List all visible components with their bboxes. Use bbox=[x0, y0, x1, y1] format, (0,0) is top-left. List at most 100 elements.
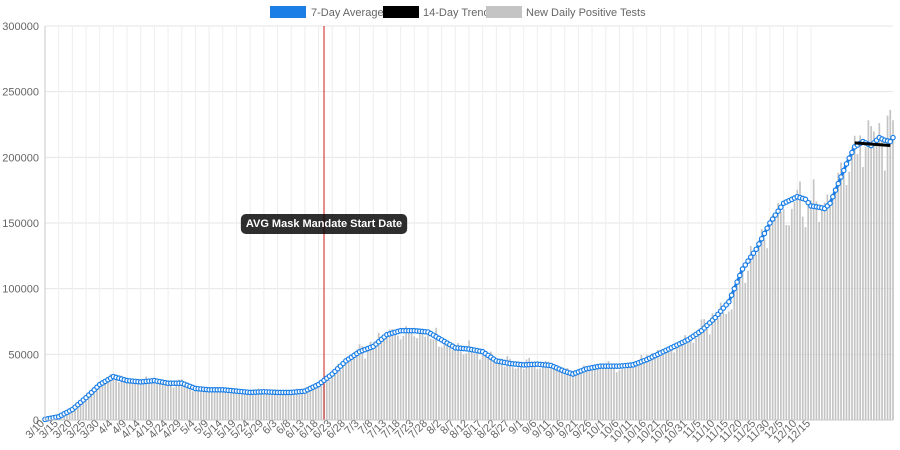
daily-bar bbox=[853, 135, 856, 420]
daily-bar bbox=[593, 368, 596, 420]
daily-bar bbox=[153, 379, 156, 420]
daily-bar bbox=[692, 342, 695, 420]
average-point bbox=[742, 262, 749, 268]
daily-bar bbox=[818, 221, 820, 420]
daily-bar bbox=[301, 390, 303, 420]
daily-bar bbox=[574, 371, 577, 420]
daily-bar bbox=[293, 393, 295, 420]
daily-bar bbox=[262, 393, 265, 420]
daily-bar bbox=[645, 354, 648, 420]
daily-bar bbox=[328, 380, 331, 420]
daily-bar bbox=[438, 346, 440, 420]
daily-bar bbox=[271, 391, 273, 420]
daily-bar bbox=[282, 394, 284, 420]
legend-swatch-7day bbox=[270, 6, 306, 18]
daily-bar bbox=[719, 302, 722, 420]
daily-bar bbox=[205, 388, 208, 420]
daily-bar bbox=[123, 381, 126, 420]
daily-bar bbox=[388, 329, 391, 420]
x-axis-ticks: 3/103/153/203/253/304/44/94/144/194/244/… bbox=[23, 418, 813, 446]
daily-bar bbox=[678, 343, 681, 420]
average-point bbox=[843, 161, 850, 167]
daily-bar bbox=[615, 372, 618, 420]
daily-bar bbox=[273, 390, 276, 420]
daily-bar bbox=[120, 375, 123, 420]
daily-bar bbox=[462, 354, 465, 420]
daily-bar bbox=[881, 138, 883, 421]
average-point bbox=[756, 241, 762, 247]
daily-bar bbox=[421, 334, 424, 420]
daily-bar bbox=[76, 404, 79, 420]
daily-bar bbox=[202, 387, 205, 420]
daily-bar bbox=[632, 366, 634, 420]
daily-bar bbox=[252, 394, 254, 420]
daily-bar bbox=[180, 379, 183, 420]
daily-bar bbox=[681, 344, 684, 420]
daily-bar bbox=[509, 358, 511, 420]
daily-bar bbox=[175, 384, 178, 420]
daily-bar bbox=[522, 369, 525, 420]
daily-bar bbox=[107, 377, 109, 420]
daily-bar bbox=[394, 332, 396, 420]
y-tick-label: 250000 bbox=[2, 87, 39, 99]
daily-bar bbox=[837, 172, 840, 420]
daily-bar bbox=[580, 368, 583, 420]
daily-bar bbox=[317, 382, 320, 420]
daily-bar bbox=[738, 271, 741, 420]
daily-bar bbox=[366, 345, 369, 420]
daily-bar bbox=[172, 387, 175, 420]
average-point bbox=[758, 235, 765, 242]
daily-bar bbox=[878, 123, 881, 420]
daily-bar bbox=[470, 349, 473, 420]
daily-bar bbox=[268, 393, 271, 420]
daily-bar bbox=[369, 341, 372, 420]
daily-bar bbox=[98, 382, 101, 420]
daily-bar bbox=[347, 359, 350, 420]
daily-bar bbox=[314, 386, 317, 420]
daily-bar bbox=[697, 328, 700, 420]
daily-bars bbox=[44, 109, 894, 421]
daily-bar bbox=[662, 350, 665, 420]
daily-bar bbox=[665, 349, 667, 420]
daily-bar bbox=[725, 313, 727, 420]
daily-bar bbox=[137, 382, 139, 420]
daily-bar bbox=[142, 379, 145, 420]
daily-bar bbox=[148, 382, 150, 420]
daily-bar bbox=[197, 390, 200, 420]
average-point bbox=[838, 174, 844, 180]
daily-bar bbox=[156, 379, 159, 420]
daily-bar bbox=[465, 353, 468, 420]
daily-bar bbox=[353, 351, 355, 420]
daily-bar bbox=[714, 316, 717, 420]
daily-bar bbox=[265, 392, 268, 420]
daily-bar bbox=[747, 270, 749, 420]
daily-bar bbox=[459, 351, 462, 420]
daily-bar bbox=[276, 390, 279, 420]
daily-bar bbox=[741, 269, 744, 420]
daily-bar bbox=[446, 343, 448, 420]
average-point bbox=[849, 149, 855, 156]
daily-bar bbox=[492, 361, 495, 420]
daily-bar bbox=[468, 340, 470, 420]
daily-bar bbox=[656, 349, 659, 420]
daily-bar bbox=[602, 368, 604, 420]
daily-bar bbox=[304, 389, 306, 420]
daily-bar bbox=[550, 367, 552, 420]
legend-label-7day: 7-Day Average bbox=[311, 7, 384, 19]
daily-bar bbox=[870, 126, 872, 420]
daily-bar bbox=[194, 386, 197, 420]
daily-bar bbox=[599, 363, 602, 420]
daily-bar bbox=[325, 376, 328, 420]
legend-swatch-14day bbox=[383, 6, 419, 18]
legend: 7-Day Average 14-Day Trend New Daily Pos… bbox=[270, 6, 646, 19]
daily-bar bbox=[676, 343, 678, 420]
average-point bbox=[846, 155, 853, 162]
mask-mandate-label: AVG Mask Mandate Start Date bbox=[246, 218, 402, 230]
daily-bar bbox=[487, 358, 489, 420]
daily-bar bbox=[542, 367, 544, 420]
daily-bar bbox=[391, 329, 394, 420]
daily-bar bbox=[320, 385, 323, 420]
daily-bar bbox=[862, 167, 864, 420]
daily-bar bbox=[257, 388, 260, 420]
daily-bar bbox=[626, 367, 629, 420]
